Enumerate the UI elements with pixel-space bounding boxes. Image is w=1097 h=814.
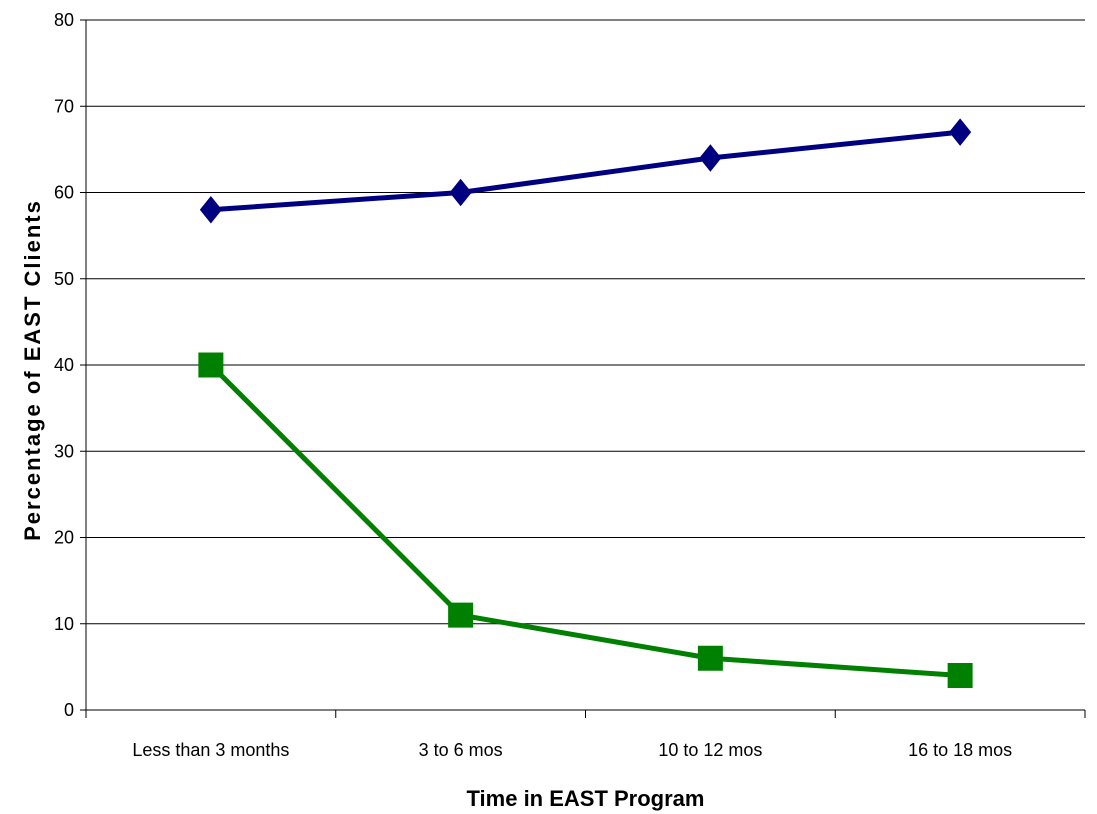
axes [80, 19, 1086, 718]
y-tick-label-40: 40 [54, 355, 74, 375]
series-0-line [210, 129, 961, 213]
series-1-point-3 [947, 663, 973, 688]
series-0-point-3 [949, 118, 972, 146]
y-tick-label-20: 20 [54, 528, 74, 548]
gridlines [86, 19, 1085, 625]
series-0-point-1 [449, 178, 472, 207]
series-0-point-2 [699, 144, 722, 172]
y-tick-label-30: 30 [54, 441, 74, 461]
y-tick-label-70: 70 [54, 96, 74, 116]
y-axis-title: Percentage of EAST Clients [20, 199, 45, 541]
series-1-point-2 [697, 645, 723, 671]
y-tick-label-10: 10 [54, 614, 74, 634]
series-1-point-0 [198, 352, 224, 378]
x-tick-labels: Less than 3 months 3 to 6 mos 10 to 12 mos… [132, 740, 1012, 760]
y-tick-label-50: 50 [54, 269, 74, 289]
series-1-point-1 [448, 602, 474, 628]
x-tick-label-0: Less than 3 months [132, 740, 289, 760]
series-0-point-0 [199, 195, 222, 224]
series-1 [198, 352, 973, 688]
y-tick-label-0: 0 [64, 700, 74, 720]
series-0 [199, 118, 972, 224]
y-tick-label-60: 60 [54, 183, 74, 203]
x-tick-label-2: 10 to 12 mos [658, 740, 762, 760]
series-1-line [209, 363, 961, 678]
x-tick-label-1: 3 to 6 mos [419, 740, 503, 760]
y-tick-label-80: 80 [54, 10, 74, 30]
y-tick-labels: 0 10 20 30 40 50 60 70 80 [54, 10, 74, 720]
x-tick-label-3: 16 to 18 mos [908, 740, 1012, 760]
x-axis-title: Time in EAST Program [467, 786, 705, 811]
series [198, 118, 973, 688]
